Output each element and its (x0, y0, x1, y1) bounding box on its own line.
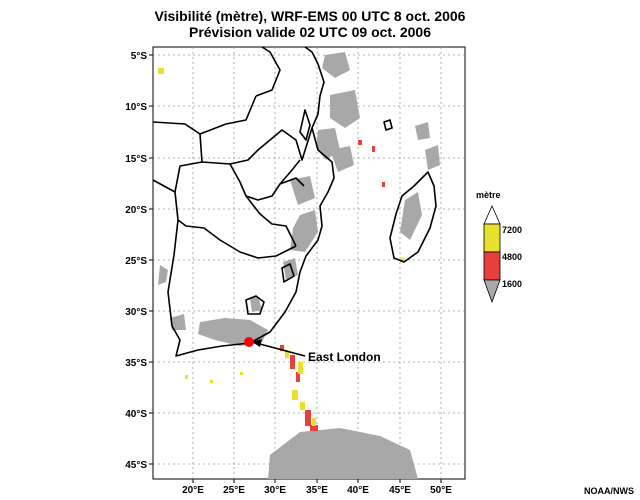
x-tick-label: 50°E (430, 485, 452, 496)
y-tick-label: 10°S (125, 102, 147, 113)
legend-title: mètre (476, 190, 501, 200)
x-tick-label: 40°E (347, 485, 369, 496)
legend-swatch-1600 (483, 279, 501, 304)
country-borders (152, 46, 437, 357)
y-tick-label: 35°S (125, 358, 147, 369)
map-title-line2: Prévision valide 02 UTC 09 oct. 2006 (188, 24, 431, 40)
map-title-line1: Visibilité (mètre), WRF-EMS 00 UTC 8 oct… (154, 8, 466, 24)
east-london-marker (244, 337, 254, 347)
fog-areas-yellow (158, 68, 404, 426)
x-tick-label: 25°E (223, 485, 245, 496)
legend-label-4800: 4800 (502, 252, 523, 262)
arrow-head-icon (252, 339, 262, 347)
y-tick-label: 25°S (125, 256, 147, 267)
fog-areas-gray (158, 52, 440, 479)
x-tick-label: 20°E (182, 485, 204, 496)
legend-top-arrow-icon (483, 205, 501, 225)
gridlines (153, 47, 465, 479)
map-frame (152, 46, 466, 480)
y-tick-label: 30°S (125, 307, 147, 318)
y-tick-label: 5°S (131, 51, 148, 62)
y-tick-label: 40°S (125, 409, 147, 420)
credit-text: NOAA/NWS (584, 486, 634, 496)
axis-ticks (149, 54, 442, 483)
y-tick-label: 15°S (125, 154, 147, 165)
legend-label-7200: 7200 (502, 225, 523, 235)
callout-arrow (255, 342, 306, 357)
legend-swatch-7200 (483, 223, 501, 253)
legend-swatch-4800 (483, 251, 501, 281)
y-tick-label: 45°S (125, 460, 147, 471)
fog-areas-red (280, 140, 385, 431)
legend-label-1600: 1600 (502, 279, 523, 289)
y-tick-label: 20°S (125, 205, 147, 216)
east-london-label: East London (308, 350, 381, 364)
x-tick-label: 45°E (389, 485, 411, 496)
x-tick-label: 30°E (264, 485, 286, 496)
x-tick-label: 35°E (306, 485, 328, 496)
